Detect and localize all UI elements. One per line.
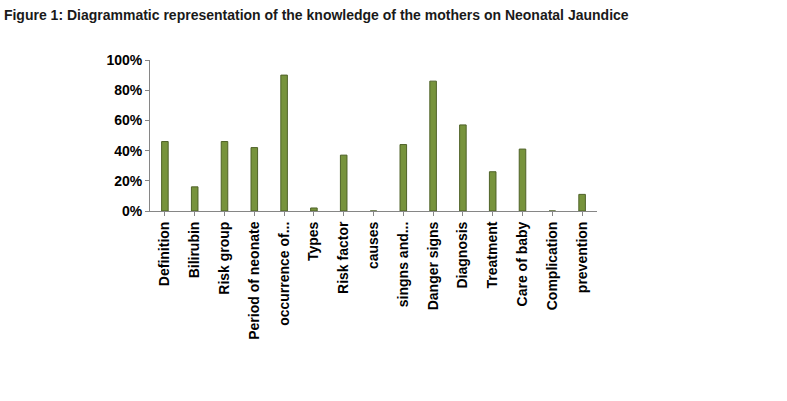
svg-text:Complication: Complication: [544, 222, 560, 311]
svg-text:occurrence of...: occurrence of...: [276, 222, 292, 326]
svg-text:causes: causes: [365, 221, 381, 269]
svg-text:Figure 1: Diagrammatic represe: Figure 1: Diagrammatic representation of…: [4, 7, 629, 23]
svg-text:Period of neonate: Period of neonate: [246, 221, 262, 339]
svg-text:60%: 60%: [114, 112, 143, 128]
svg-text:Definition: Definition: [156, 222, 172, 287]
svg-text:singns and...: singns and...: [395, 222, 411, 308]
svg-text:40%: 40%: [114, 143, 143, 159]
svg-text:Risk factor: Risk factor: [335, 221, 351, 294]
svg-text:Bilirubin: Bilirubin: [186, 222, 202, 279]
svg-text:prevention: prevention: [574, 222, 590, 294]
svg-text:20%: 20%: [114, 173, 143, 189]
svg-text:Diagnosis: Diagnosis: [454, 221, 470, 288]
svg-text:80%: 80%: [114, 82, 143, 98]
svg-text:100%: 100%: [106, 52, 142, 68]
svg-text:Treatment: Treatment: [484, 221, 500, 288]
svg-text:Risk group: Risk group: [216, 222, 232, 295]
svg-text:0%: 0%: [122, 203, 143, 219]
svg-text:Care of baby: Care of baby: [514, 221, 530, 306]
svg-text:Types: Types: [305, 221, 321, 261]
svg-text:Danger signs: Danger signs: [425, 221, 441, 310]
